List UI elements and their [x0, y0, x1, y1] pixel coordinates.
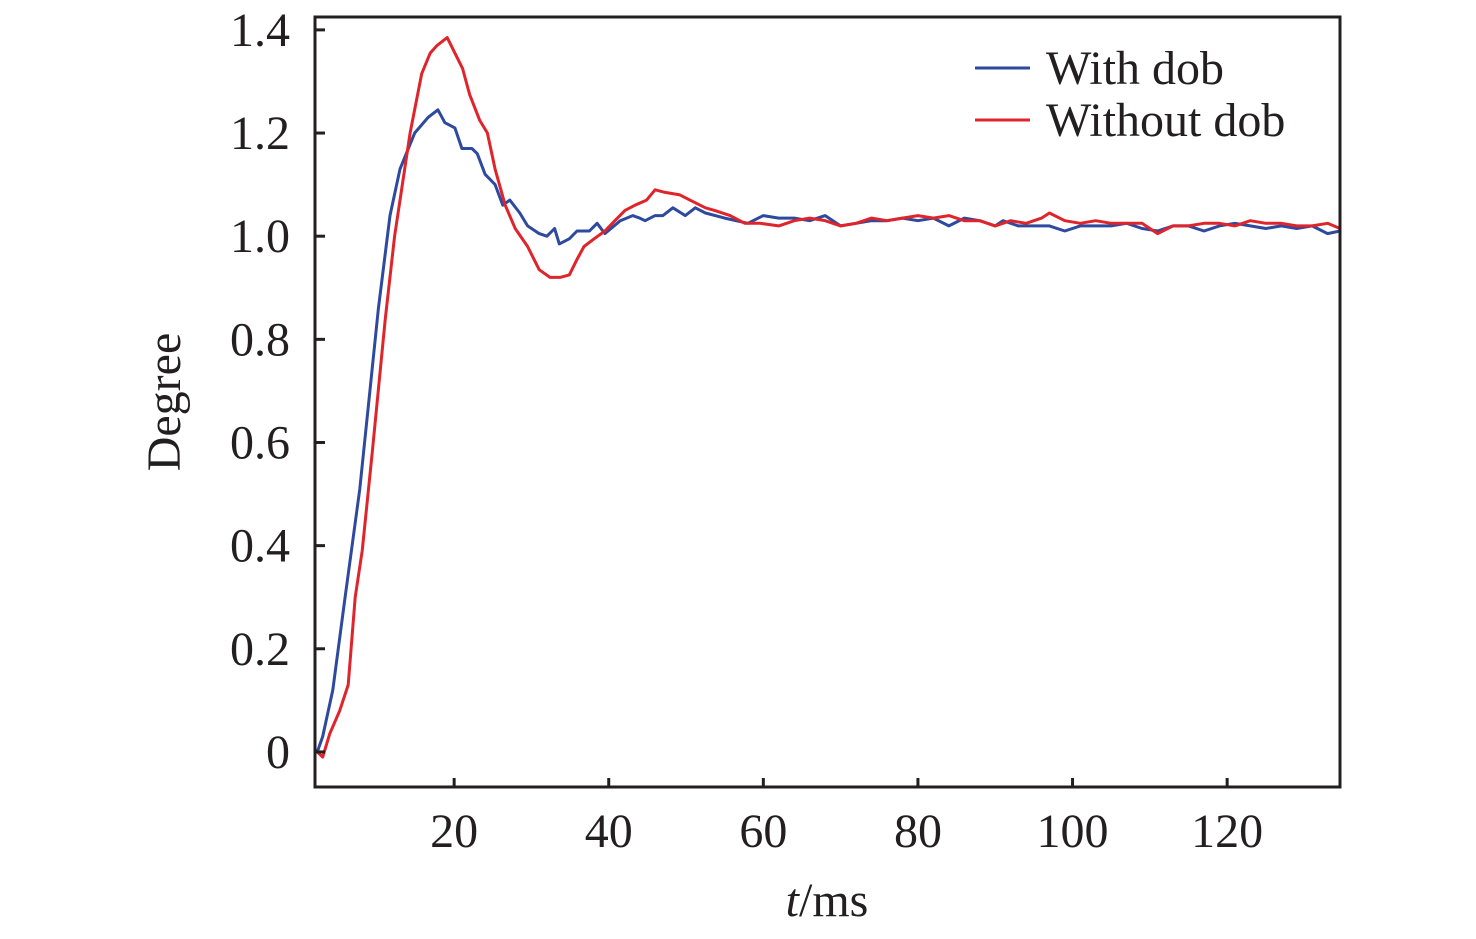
x-axis-label: t/ms [786, 874, 869, 927]
x-tick-label: 20 [430, 805, 478, 858]
legend-label-with-dob: With dob [1046, 42, 1224, 95]
x-tick-label: 60 [739, 805, 787, 858]
y-tick-label: 1.0 [230, 210, 290, 263]
y-tick-label: 0.2 [230, 623, 290, 676]
y-tick-label: 0.4 [230, 520, 290, 573]
series-line-with-dob [315, 108, 1341, 753]
plot-frame [313, 15, 1342, 789]
series-line-without-dob [316, 36, 1341, 759]
y-tick-label: 0 [266, 726, 290, 779]
legend-label-without-dob: Without dob [1046, 94, 1285, 147]
x-axis-label-unit: /ms [799, 874, 868, 927]
x-axis-label-var: t [786, 874, 801, 927]
y-axis-label: Degree [138, 333, 191, 472]
x-tick-label: 40 [585, 805, 633, 858]
series-layer [315, 36, 1341, 759]
y-tick-label: 0.6 [230, 416, 290, 469]
x-tick-label: 100 [1037, 805, 1109, 858]
y-tick-label: 0.8 [230, 313, 290, 366]
y-tick-label: 1.4 [230, 4, 290, 57]
y-tick-label: 1.2 [230, 107, 290, 160]
ticks-layer: 20 40 60 80 100 120 0 0.2 0.4 0.6 0.8 1.0 1.2 1.4 [230, 4, 1263, 858]
x-tick-label: 120 [1191, 805, 1263, 858]
x-tick-label: 80 [894, 805, 942, 858]
legend: With dob Without dob [975, 42, 1285, 147]
